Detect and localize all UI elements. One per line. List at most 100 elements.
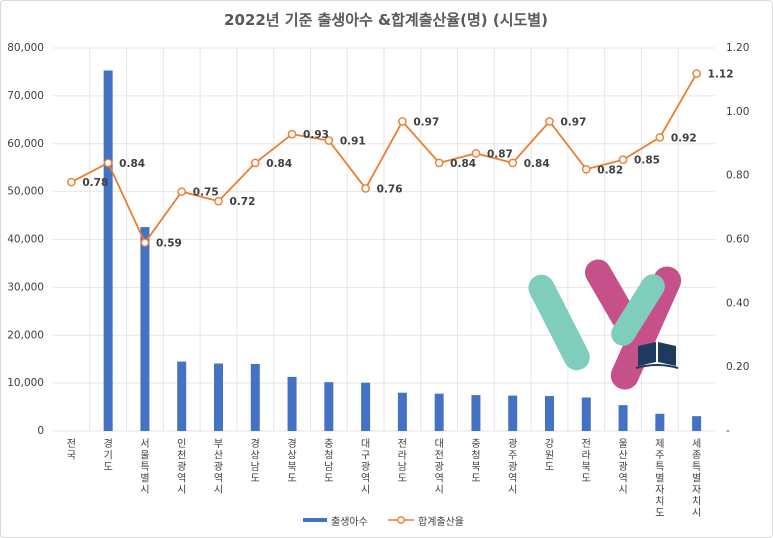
data-label: 0.76 xyxy=(377,183,403,195)
data-label: 0.93 xyxy=(303,129,329,141)
bar xyxy=(250,363,260,431)
line-point xyxy=(545,117,554,126)
right-axis: - 0.20 0.40 0.60 0.80 1.00 1.20 xyxy=(726,42,749,437)
line-point xyxy=(214,196,223,206)
data-label: 0.97 xyxy=(413,116,439,128)
line-point xyxy=(67,177,76,187)
bar xyxy=(508,395,518,431)
left-tick-label: 0 xyxy=(37,425,44,437)
line-point xyxy=(655,133,665,142)
bar xyxy=(214,363,223,431)
logo-pink-stroke xyxy=(610,266,682,390)
data-label: 0.84 xyxy=(524,158,550,170)
right-tick-label: 0.20 xyxy=(726,361,749,373)
bar xyxy=(103,70,113,431)
data-label: 1.12 xyxy=(708,69,734,81)
line-point xyxy=(177,187,187,196)
gridlines xyxy=(53,47,715,432)
legend: 출생아수 합계출산율 xyxy=(303,516,464,528)
line-point xyxy=(250,158,260,168)
logo-teal-short xyxy=(611,274,665,346)
line-point xyxy=(287,129,297,139)
bar xyxy=(618,405,628,431)
left-tick-label: 10,000 xyxy=(7,377,44,389)
line-series xyxy=(67,69,701,247)
line-point xyxy=(618,155,628,165)
data-label: 0.59 xyxy=(156,238,182,250)
bar xyxy=(287,376,297,431)
data-label: 0.84 xyxy=(450,158,476,170)
data-label: 0.82 xyxy=(597,164,623,176)
bar xyxy=(471,395,481,431)
line-point xyxy=(434,158,444,168)
bar xyxy=(361,382,371,431)
right-tick-label: 0.40 xyxy=(726,297,749,309)
left-tick-label: 30,000 xyxy=(7,281,44,293)
right-tick-label: 1.00 xyxy=(726,106,749,118)
bar xyxy=(324,382,334,431)
legend-bar-swatch xyxy=(303,518,327,522)
line-point xyxy=(324,136,334,145)
bar xyxy=(434,393,444,431)
legend-line-label: 합계출산율 xyxy=(418,516,464,528)
left-tick-label: 60,000 xyxy=(7,138,44,150)
book-logo-icon xyxy=(528,259,682,390)
left-tick-label: 70,000 xyxy=(7,90,44,102)
bar xyxy=(655,413,665,431)
right-tick-label: 0.80 xyxy=(726,170,749,182)
line-point xyxy=(471,149,481,158)
bar xyxy=(397,392,407,431)
line-path xyxy=(70,73,698,245)
left-tick-label: 80,000 xyxy=(7,42,44,54)
bar xyxy=(545,396,554,431)
data-label: 0.92 xyxy=(671,132,697,144)
right-tick-label: - xyxy=(726,425,730,437)
data-label: 0.84 xyxy=(119,158,145,170)
right-tick-label: 0.60 xyxy=(726,234,749,246)
line-point xyxy=(692,69,701,78)
left-axis: 0 10,000 20,000 30,000 40,000 50,000 60,000 70,… xyxy=(7,42,44,437)
bar xyxy=(177,361,187,431)
data-label: 0.97 xyxy=(561,116,587,128)
line-point xyxy=(361,184,370,193)
data-label: 0.78 xyxy=(82,177,108,189)
data-labels: 0.78 0.84 0.59 0.75 0.72 0.84 0.93 0.91 0.76 0.97… xyxy=(82,69,733,250)
data-label: 0.91 xyxy=(340,136,366,148)
line-point xyxy=(398,117,407,126)
bar xyxy=(692,416,702,431)
data-label: 0.72 xyxy=(230,196,256,208)
category-axis: 전 국 경 기 도 서 울 특 별 시 인 천 광 역 시 부 산 광 역 시 경 상 남 도 경 상 북 도 충 청 남 도 대 구 광 역 시 전 라 남… xyxy=(67,437,701,519)
left-tick-label: 50,000 xyxy=(7,186,44,198)
bar-series xyxy=(103,70,702,431)
line-point xyxy=(103,158,113,168)
data-label: 0.85 xyxy=(634,155,660,167)
line-point xyxy=(508,158,518,168)
legend-line-marker xyxy=(397,516,405,524)
line-point xyxy=(140,238,150,247)
data-label: 0.87 xyxy=(487,148,513,160)
chart-title: 2022년 기준 출생아수 &합계출산율(명) (시도별) xyxy=(224,11,548,29)
left-tick-label: 40,000 xyxy=(7,234,44,246)
right-tick-label: 1.20 xyxy=(726,42,749,54)
bar xyxy=(140,227,150,431)
line-point xyxy=(581,164,591,174)
